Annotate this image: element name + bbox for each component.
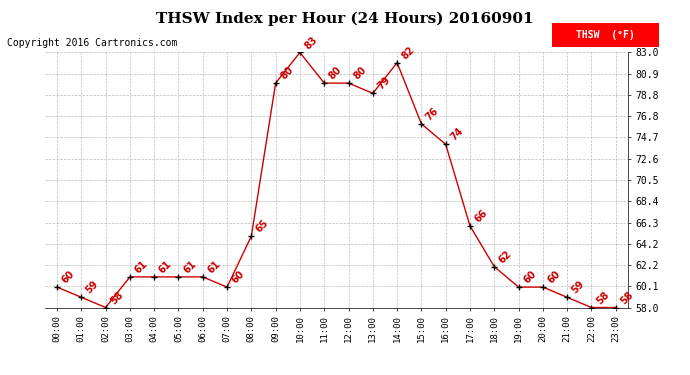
Text: 80: 80 (327, 65, 344, 82)
Text: 83: 83 (303, 34, 319, 51)
Text: 80: 80 (279, 65, 295, 82)
Text: 60: 60 (522, 269, 538, 286)
Text: 58: 58 (108, 290, 125, 306)
Text: 59: 59 (570, 279, 586, 296)
Text: 76: 76 (424, 106, 441, 123)
Text: THSW Index per Hour (24 Hours) 20160901: THSW Index per Hour (24 Hours) 20160901 (156, 11, 534, 26)
Text: 82: 82 (400, 45, 417, 61)
Text: 65: 65 (254, 218, 270, 235)
Text: THSW  (°F): THSW (°F) (576, 30, 635, 40)
Text: 58: 58 (618, 290, 635, 306)
Text: 60: 60 (60, 269, 77, 286)
Text: 58: 58 (594, 290, 611, 306)
Text: 74: 74 (448, 126, 465, 143)
Text: 62: 62 (497, 249, 513, 265)
Text: 61: 61 (132, 259, 149, 276)
Text: 61: 61 (206, 259, 222, 276)
Text: 66: 66 (473, 208, 489, 225)
Text: 61: 61 (157, 259, 174, 276)
Text: 60: 60 (230, 269, 246, 286)
Text: 60: 60 (546, 269, 562, 286)
Text: 79: 79 (375, 75, 392, 92)
Text: Copyright 2016 Cartronics.com: Copyright 2016 Cartronics.com (7, 38, 177, 48)
Text: 80: 80 (351, 65, 368, 82)
Text: 61: 61 (181, 259, 198, 276)
Text: 59: 59 (84, 279, 101, 296)
